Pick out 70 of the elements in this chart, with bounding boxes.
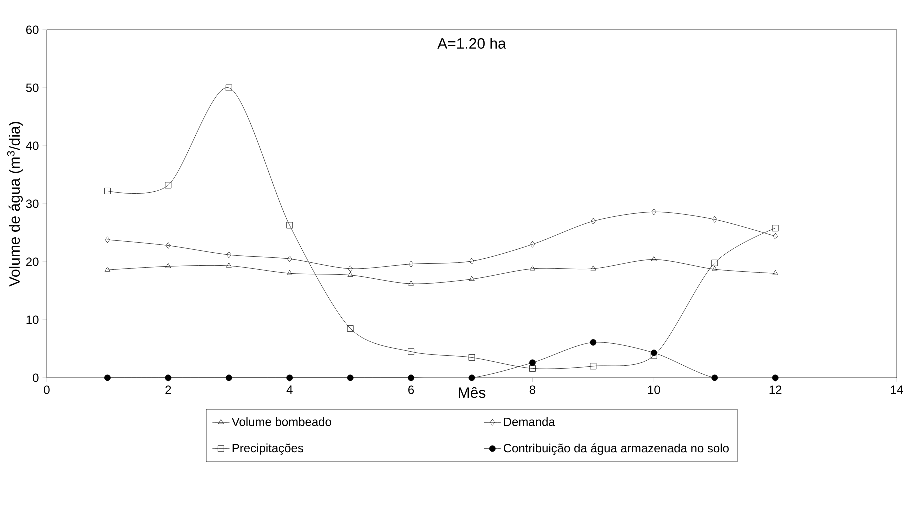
point xyxy=(530,366,536,372)
point xyxy=(468,374,476,382)
point xyxy=(408,374,414,382)
point xyxy=(650,352,658,360)
point xyxy=(408,261,414,268)
x-tick-label: 6 xyxy=(408,386,414,394)
point xyxy=(287,256,292,262)
x-tick-label: 8 xyxy=(530,386,536,394)
point xyxy=(286,374,294,382)
point xyxy=(166,263,172,268)
point xyxy=(226,252,232,258)
point xyxy=(165,374,172,382)
legend-label: Precipitações xyxy=(232,444,304,455)
y-tick-label: 20 xyxy=(26,258,39,266)
point xyxy=(104,266,111,272)
y-tick-label: 0 xyxy=(33,374,39,382)
point xyxy=(530,360,536,366)
point xyxy=(226,262,232,268)
point xyxy=(347,374,354,382)
point xyxy=(712,374,718,382)
y-tick-label: 50 xyxy=(26,84,39,92)
point xyxy=(590,363,597,370)
point xyxy=(226,84,232,92)
point xyxy=(166,242,171,249)
point xyxy=(347,326,354,332)
point xyxy=(348,266,354,272)
point xyxy=(650,350,658,356)
point xyxy=(773,233,778,240)
point xyxy=(712,260,718,266)
point xyxy=(408,280,414,286)
point xyxy=(530,241,536,248)
point xyxy=(287,270,293,276)
x-axis-title: Mês xyxy=(459,387,486,398)
y-tick-label: 60 xyxy=(26,26,39,34)
point xyxy=(105,236,110,244)
point xyxy=(772,270,778,276)
point xyxy=(712,216,718,223)
x-tick-label: 10 xyxy=(648,386,660,394)
point xyxy=(104,374,111,382)
legend-label: Contribuição da água armazenada no solo xyxy=(504,444,729,456)
point xyxy=(652,208,657,216)
y-tick-label: 10 xyxy=(26,316,39,324)
x-tick-label: 2 xyxy=(166,386,172,394)
x-tick-label: 12 xyxy=(770,386,782,394)
point xyxy=(286,222,294,229)
x-tick-label: 14 xyxy=(891,386,904,394)
point xyxy=(469,276,475,282)
point xyxy=(165,182,172,189)
point xyxy=(468,354,476,361)
point xyxy=(348,272,354,278)
point xyxy=(590,266,596,271)
point xyxy=(590,339,597,346)
legend-label: Volume bombeado xyxy=(232,418,332,426)
legend-label: Demanda xyxy=(504,418,556,426)
y-tick-label: 30 xyxy=(26,200,39,208)
x-tick-label: 0 xyxy=(44,386,50,394)
point xyxy=(772,225,779,232)
point xyxy=(408,348,414,356)
y-axis-title: Volume de água (m$^{3}$/dia) xyxy=(7,122,24,287)
point xyxy=(104,188,111,194)
chart-title: A=1.20 ha xyxy=(438,38,506,49)
x-tick-label: 4 xyxy=(286,386,293,394)
point xyxy=(651,256,657,262)
point xyxy=(712,266,718,272)
point xyxy=(530,266,536,271)
point xyxy=(470,258,474,265)
point xyxy=(226,374,232,382)
point xyxy=(772,374,779,382)
point xyxy=(590,218,596,225)
y-tick-label: 40 xyxy=(26,142,39,150)
